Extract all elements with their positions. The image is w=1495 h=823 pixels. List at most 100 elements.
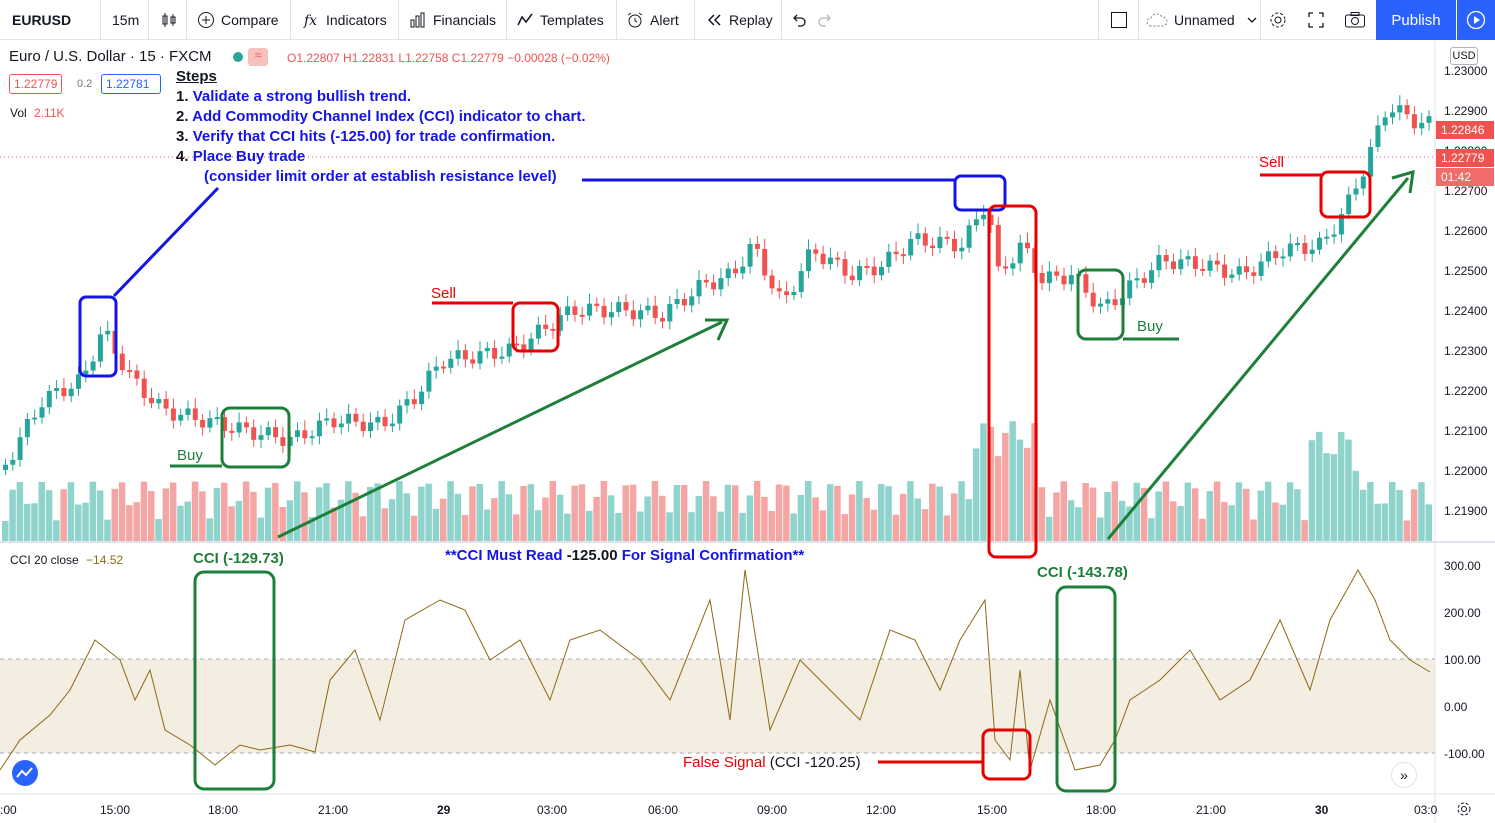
cci-value: −14.52 [86,553,124,567]
plus-circle-icon [198,12,214,28]
time-axis-label: 09:00 [757,803,787,817]
layout-name-button[interactable]: Unnamed [1146,0,1265,40]
price-axis-label: 1.22400 [1444,304,1488,318]
price-axis-label: 1.22200 [1444,384,1488,398]
select-layout-button[interactable] [1110,0,1134,40]
cci-box-right [1055,585,1117,793]
red-tall-box [987,204,1038,559]
time-axis-label: 15:00 [977,803,1007,817]
symbol-title[interactable]: Euro / U.S. Dollar · 15 · FXCM [9,48,212,65]
time-axis-label: 29 [437,803,451,817]
compare-button[interactable]: Compare [197,0,279,40]
price-axis-label: 1.22900 [1444,104,1488,118]
cci-box-left [193,570,276,791]
compare-label: Compare [221,12,279,28]
last-price-tag: 1.22779 [1436,149,1494,167]
cci-band [0,659,1435,753]
chevron-down-icon [1247,17,1257,23]
alert-label: Alert [650,12,679,28]
spread-value: 0.2 [77,78,93,90]
step-item: 4. Place Buy trade [176,148,306,165]
templates-button[interactable]: Templates [516,0,604,40]
symbol-search-button[interactable]: EURUSD [12,0,71,40]
play-button[interactable] [1457,0,1495,40]
snapshot-button[interactable] [1344,0,1372,40]
false-signal-box [981,728,1032,781]
price-axis-label: 1.22300 [1444,344,1488,358]
step-item: 1. Validate a strong bullish trend. [176,88,412,105]
cci-axis-label: 100.00 [1444,653,1481,667]
time-axis-label: 18:00 [208,803,238,817]
time-axis-label: 03:00 [537,803,567,817]
settings-button[interactable] [1268,0,1294,40]
time-axis-label: 21:00 [318,803,348,817]
countdown-tag: 01:42 [1436,168,1494,186]
time-axis-label: :00 [0,803,17,817]
financials-label: Financials [433,12,497,28]
ohlc-values: O1.22807 H1.22831 L1.22758 C1.22779 −0.0… [287,51,610,65]
fullscreen-icon [1308,12,1324,28]
sell-label-1: Sell [431,285,457,302]
time-axis-label: 12:00 [866,803,896,817]
sell-price-button[interactable]: 1.22779 [9,74,63,94]
blue-highlight-box-right [953,174,1007,212]
square-icon [1111,12,1127,28]
function-icon: fx [303,13,317,29]
false-signal-note: False Signal (CCI -120.25) [683,754,861,771]
bar-chart-icon [410,12,425,28]
chart-settings-button[interactable] [1455,800,1473,818]
cci-axis-label: -100.00 [1444,747,1485,761]
volume-legend[interactable]: Vol 2.11K [10,106,65,120]
time-axis-label: 15:00 [100,803,130,817]
price-axis-label: 1.22600 [1444,224,1488,238]
redo-icon [818,14,831,27]
tradingview-logo-icon[interactable] [12,760,38,786]
gear-icon [1270,12,1286,28]
price-axis-label: 1.23000 [1444,64,1488,78]
cci-legend[interactable]: CCI 20 close −14.52 [10,553,123,567]
top-toolbar: EURUSD 15m Compare fx Indicators Financi… [0,0,1495,40]
chart-type-button[interactable] [160,0,184,40]
templates-label: Templates [540,12,604,28]
step-item: 2. Add Commodity Channel Index (CCI) ind… [176,108,586,125]
price-axis-label: 1.22500 [1444,264,1488,278]
indicators-button[interactable]: fx Indicators [302,0,387,40]
cci-right-label: CCI (-143.78) [1037,564,1128,581]
price-axis-label: 1.22700 [1444,184,1488,198]
replay-button[interactable]: Replay [705,0,773,40]
candles-icon [162,13,176,27]
buy-label-1: Buy [177,447,203,464]
scroll-to-realtime-button[interactable]: » [1391,762,1417,788]
rewind-icon [707,14,721,26]
undo-button[interactable] [790,0,814,40]
double-chevron-right-icon: » [1400,767,1408,783]
buy-price-button[interactable]: 1.22781 [101,74,161,94]
redo-button[interactable] [816,0,840,40]
financials-button[interactable]: Financials [409,0,496,40]
high-price-tag: 1.22846 [1436,121,1494,139]
cci-axis-label: 300.00 [1444,559,1481,573]
market-status-badges[interactable]: ≈ [233,48,269,66]
time-axis-label: 30 [1315,803,1329,817]
alert-button[interactable]: Alert [626,0,679,40]
candles [3,95,1432,475]
buy-box-2 [1076,268,1125,341]
cci-label: CCI 20 close [10,553,79,567]
interval-button[interactable]: 15m [112,0,139,40]
replay-label: Replay [729,12,773,28]
publish-label: Publish [1391,11,1441,29]
time-axis-label: 03:0 [1414,803,1438,817]
fullscreen-button[interactable] [1307,0,1331,40]
cci-must-read-note: **CCI Must Read -125.00 For Signal Confi… [445,547,805,564]
publish-button[interactable]: Publish [1376,0,1456,40]
volume-bars [2,421,1432,541]
currency-button[interactable]: USD [1450,47,1478,65]
indicators-label: Indicators [326,12,387,28]
cci-axis-label: 200.00 [1444,606,1481,620]
buy-label-2: Buy [1137,318,1163,335]
step-item: 3. Verify that CCI hits (-125.00) for tr… [176,128,556,145]
alarm-clock-icon [627,12,643,28]
templates-icon [517,13,533,26]
svg-text:fx: fx [303,13,317,29]
